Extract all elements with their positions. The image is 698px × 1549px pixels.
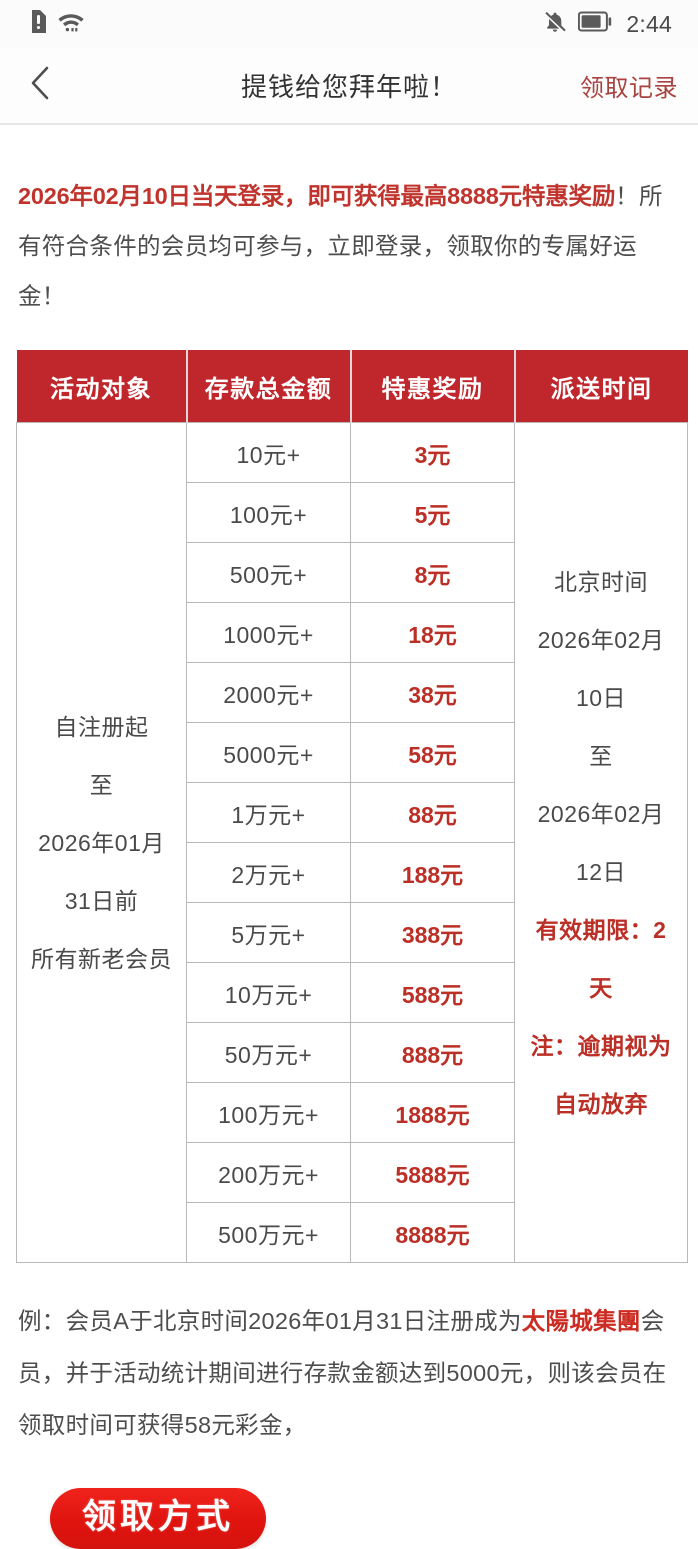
delivery-time-line: 10日 [575,684,627,711]
table-row: 自注册起至 2026年01月 31日前所有新老会员 10元+ 3元北京时间 2026年02… [16,422,688,1263]
activity-target-line: 31日前 [64,887,139,914]
table-row: 200万元+ 5888元 [17,1142,688,1203]
activity-target-line: 所有新老会员 [31,945,172,972]
cell-deposit-amount: 500万元+ [186,1202,351,1263]
nav-bar: 提钱给您拜年啦！ 领取记录 [0,48,698,125]
wifi-icon [57,10,85,38]
promo-table-head: 活动对象 存款总金额 特惠奖励 派送时间 [16,350,688,423]
mute-bell-icon [543,10,567,39]
cell-bonus-amount: 388元 [350,902,515,963]
intro-highlight: 2026年02月10日当天登录，即可获得最高8888元特惠奖励 [18,182,616,209]
activity-target-line: 2026年01月 [38,829,165,856]
cell-deposit-amount: 5万元+ [186,902,351,963]
status-bar-clock: 2:44 [626,10,672,37]
table-row: 500万元+ 8888元 [17,1202,688,1263]
cell-bonus-amount: 5元 [350,482,515,543]
delivery-note-line: 注：逾期视为 [530,1032,672,1059]
intro-paragraph: 2026年02月10日当天登录，即可获得最高8888元特惠奖励！所有符合条件的会… [16,149,682,327]
table-row: 1000元+ 18元 [17,602,688,663]
cell-deposit-amount: 10万元+ [186,962,351,1023]
brand-name: 太陽城集團 [521,1307,641,1334]
cell-deposit-amount: 100万元+ [186,1082,351,1143]
cell-bonus-amount: 38元 [350,662,515,723]
activity-target-line: 自注册起 [54,713,149,740]
cell-bonus-amount: 58元 [350,722,515,783]
table-row: 2000元+ 38元 [17,662,688,723]
cell-deposit-amount: 2万元+ [186,842,351,903]
battery-icon [578,11,612,37]
cell-bonus-amount: 18元 [350,602,515,663]
claim-records-link[interactable]: 领取记录 [580,75,678,102]
delivery-time-line: 12日 [575,858,627,885]
sim-alert-icon [30,10,46,38]
cell-bonus-amount: 188元 [350,842,515,903]
cell-bonus-amount: 3元 [350,422,515,483]
cell-deposit-amount: 1万元+ [186,782,351,843]
cell-deposit-amount: 100元+ [186,482,351,543]
intro-rest: ！所有符合条件的会员均可参与，立即登录，领取你的专属好运金！ [18,182,663,309]
promo-table: 活动对象 存款总金额 特惠奖励 派送时间 自注册起至 2026年01月 31日前所有… [16,350,688,1263]
footer-button-row: 领取方式 [16,1474,682,1549]
status-bar-left-icons [30,10,85,38]
cell-deposit-amount: 1000元+ [186,602,351,663]
delivery-note-line: 天 [589,974,613,1001]
table-row: 5万元+ 388元 [17,902,688,963]
cell-bonus-amount: 8元 [350,542,515,603]
table-row: 5000元+ 58元 [17,722,688,783]
table-row: 10万元+ 588元 [17,962,688,1023]
cell-bonus-amount: 88元 [350,782,515,843]
table-row: 100万元+ 1888元 [17,1082,688,1143]
cell-activity-target: 自注册起至 2026年01月 31日前所有新老会员 [16,422,187,1263]
delivery-time-line: 北京时间 [554,568,648,595]
table-row: 50万元+ 888元 [17,1022,688,1083]
cell-deposit-amount: 10元+ [186,422,351,483]
example-part2: 会员，并于活动统计期间进行存款金额达到5000元，则该会员在领取时间可获得58元… [18,1307,667,1438]
status-bar-right-icons: 2:44 [543,10,672,39]
page-content: 2026年02月10日当天登录，即可获得最高8888元特惠奖励！所有符合条件的会… [0,149,698,1549]
delivery-time-line: 2026年02月 [537,626,665,653]
promo-table-wrapper: 活动对象 存款总金额 特惠奖励 派送时间 自注册起至 2026年01月 31日前所有… [16,350,688,1263]
col-header-activity-target: 活动对象 [16,350,188,423]
delivery-time-line: 2026年02月 [537,800,665,827]
col-header-deposit-total: 存款总金额 [186,350,352,423]
cell-bonus-amount: 8888元 [350,1202,515,1263]
cell-bonus-amount: 1888元 [350,1082,515,1143]
cell-deposit-amount: 50万元+ [186,1022,351,1083]
delivery-note-line: 自动放弃 [554,1090,648,1117]
activity-target-line: 至 [89,771,114,798]
example-part1: 例：会员A于北京时间2026年01月31日注册成为 [18,1307,522,1334]
cell-bonus-amount: 5888元 [350,1142,515,1203]
promo-table-body: 自注册起至 2026年01月 31日前所有新老会员 10元+ 3元北京时间 2026年02… [16,422,688,1263]
back-button[interactable] [0,48,80,123]
col-header-delivery-time: 派送时间 [514,350,688,423]
cell-bonus-amount: 888元 [350,1022,515,1083]
table-row: 2万元+ 188元 [17,842,688,903]
cell-deposit-amount: 5000元+ [186,722,351,783]
example-paragraph: 例：会员A于北京时间2026年01月31日注册成为太陽城集團会员，并于活动统计期… [16,1287,682,1451]
col-header-bonus: 特惠奖励 [350,350,516,423]
cell-deposit-amount: 200万元+ [186,1142,351,1203]
table-row: 100元+ 5元 [17,482,688,543]
cell-deposit-amount: 2000元+ [186,662,351,723]
chevron-left-icon [30,66,50,105]
cell-deposit-amount: 500元+ [186,542,351,603]
cell-delivery-time: 北京时间 2026年02月 10日至 2026年02月 12日有效期限：2 天注：逾期视为… [514,422,688,1263]
claim-method-button[interactable]: 领取方式 [50,1488,266,1549]
table-header-row: 活动对象 存款总金额 特惠奖励 派送时间 [16,350,688,423]
delivery-time-line: 至 [589,742,613,769]
delivery-note-line: 有效期限：2 [535,916,667,943]
status-bar: 2:44 [0,0,698,48]
cell-bonus-amount: 588元 [350,962,515,1023]
